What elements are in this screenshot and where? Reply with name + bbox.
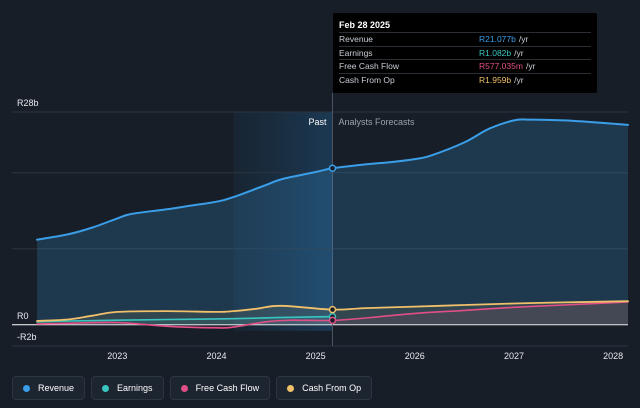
financials-chart: R28b R0 -R2b 2023 2024 2025 2026 2027 2028 Past An…: [12, 93, 629, 361]
series-line-fcf: [36, 301, 629, 329]
tooltip-row-fcf: Free Cash Flow R577.035m /yr: [339, 59, 591, 73]
legend-item-earnings[interactable]: Earnings: [91, 376, 164, 400]
x-tick-label: 2025: [306, 351, 326, 361]
y-label-zero: R0: [17, 311, 29, 321]
tooltip: Feb 28 2025 Revenue R21.077b /yr Earning…: [333, 13, 597, 93]
tooltip-row-value: R1.082b: [479, 47, 512, 58]
series-line-cfo: [36, 300, 629, 322]
past-label: Past: [308, 117, 327, 127]
tooltip-row-value: R21.077b: [479, 34, 516, 44]
legend-dot-icon: [287, 384, 295, 392]
x-tick-label: 2023: [107, 351, 127, 361]
legend-dot-icon: [23, 384, 30, 392]
tooltip-row-unit: /yr: [518, 34, 529, 44]
tooltip-row-unit: /yr: [514, 47, 524, 58]
tooltip-row-name: Earnings: [339, 47, 373, 58]
legend-item-free-cash-flow[interactable]: Free Cash Flow: [169, 376, 271, 400]
marker-revenue: [328, 164, 337, 172]
tooltip-row-unit: /yr: [525, 61, 536, 71]
tooltip-row-earnings: Earnings R1.082b /yr: [339, 45, 591, 60]
legend-dot-icon: [102, 384, 110, 392]
forecast-label: Analysts Forecasts: [339, 117, 416, 127]
legend: Revenue Earnings Free Cash Flow Cash Fro…: [12, 376, 373, 400]
series-area-revenue: [37, 119, 628, 325]
marker-cfo: [328, 305, 337, 314]
tooltip-row-value: R1.959b: [479, 74, 512, 85]
legend-label: Free Cash Flow: [195, 383, 260, 393]
y-label-top: R28b: [17, 98, 39, 108]
tooltip-row-unit: /yr: [514, 74, 524, 85]
x-tick-label: 2024: [206, 351, 226, 361]
marker-fcf: [328, 316, 337, 325]
tooltip-row-name: Revenue: [339, 34, 374, 44]
x-tick-label: 2026: [405, 351, 425, 361]
legend-label: Earnings: [117, 383, 153, 393]
tooltip-row-name: Free Cash Flow: [339, 61, 399, 71]
series-line-revenue: [36, 118, 629, 241]
tooltip-date: Feb 28 2025: [339, 20, 391, 30]
legend-dot-icon: [180, 384, 188, 392]
tooltip-row-cfo: Cash From Op R1.959b /yr: [339, 72, 591, 87]
tooltip-row-value: R577.035m: [479, 61, 523, 71]
legend-item-revenue[interactable]: Revenue: [12, 376, 86, 400]
tooltip-row-revenue: Revenue R21.077b /yr: [339, 32, 591, 46]
past-region-band: [233, 112, 333, 331]
x-tick-label: 2028: [603, 351, 623, 361]
x-tick-label: 2027: [504, 351, 524, 361]
legend-label: Revenue: [38, 383, 75, 393]
series-area-fcf: [37, 302, 628, 328]
tooltip-row-name: Cash From Op: [339, 74, 395, 85]
legend-item-cash-from-op[interactable]: Cash From Op: [276, 376, 373, 400]
series-line-earnings: [36, 315, 334, 323]
y-label-bottom: -R2b: [17, 332, 37, 342]
legend-label: Cash From Op: [302, 383, 362, 393]
